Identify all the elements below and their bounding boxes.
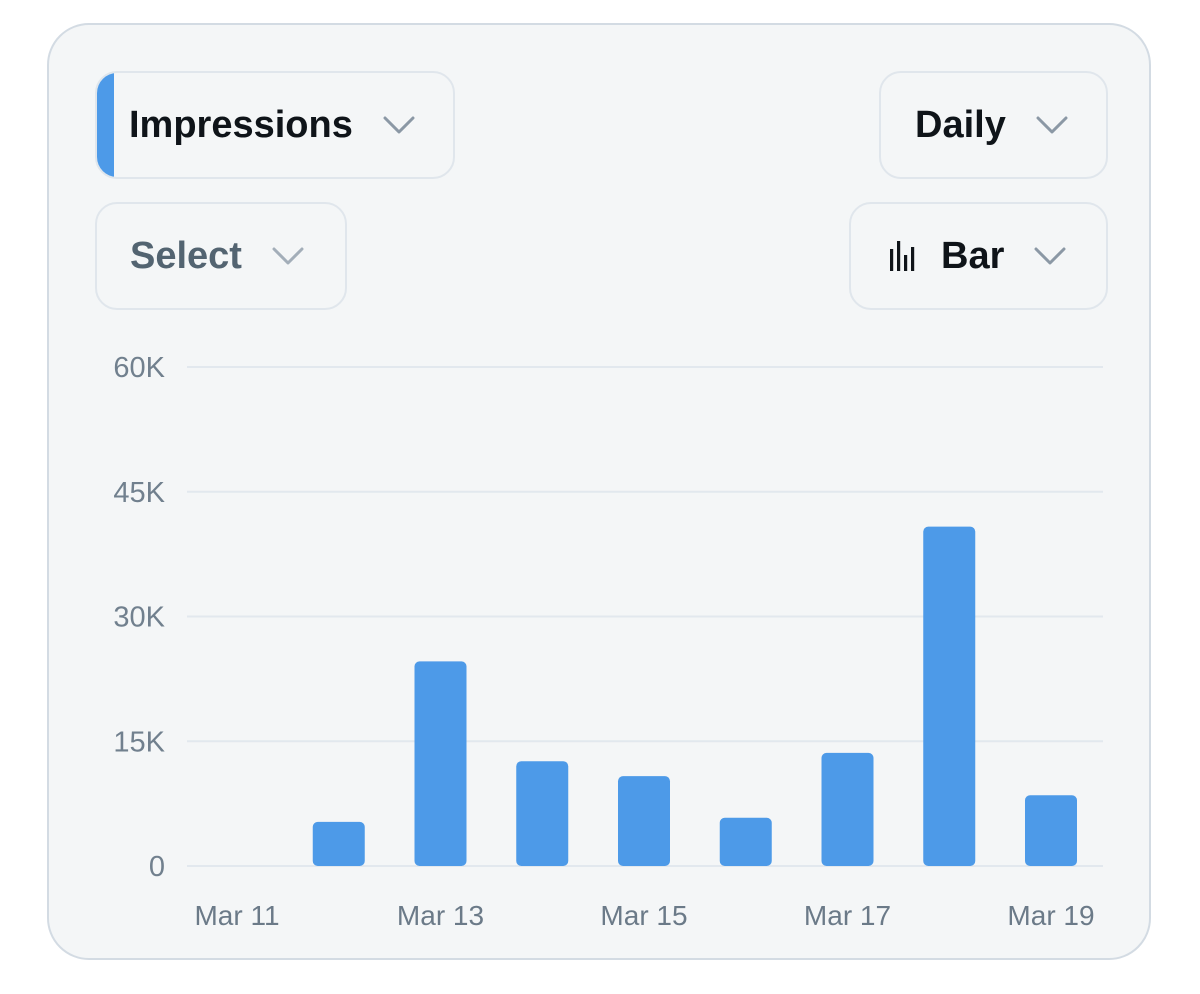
metric-dropdown[interactable]: Impressions: [95, 71, 455, 179]
bar-mar-19[interactable]: [1025, 795, 1077, 866]
x-tick-label: Mar 13: [397, 900, 484, 931]
bar-mar-18[interactable]: [923, 526, 976, 866]
bar-mar-16[interactable]: [719, 817, 772, 866]
period-dropdown-label: Daily: [915, 103, 1006, 146]
x-tick-label: Mar 19: [1007, 900, 1094, 931]
metric-color-indicator: [97, 73, 114, 177]
compare-select-dropdown[interactable]: Select: [95, 202, 347, 310]
period-dropdown[interactable]: Daily: [879, 71, 1108, 179]
chart-type-dropdown-label: Bar: [941, 234, 1005, 277]
bar-mar-15[interactable]: [618, 776, 670, 866]
bar-chart: 0 15K 30K 45K 60K Mar 11 Mar 13 Mar 15 Mar 17 Mar…: [113, 352, 1103, 931]
x-tick-label: Mar 11: [194, 900, 279, 931]
bar-mar-13[interactable]: [414, 661, 467, 866]
metric-dropdown-label: Impressions: [129, 103, 353, 146]
chevron-down-icon: [1036, 115, 1068, 135]
y-tick-label: 15K: [113, 726, 165, 758]
y-tick-label: 45K: [113, 477, 165, 509]
select-dropdown-label: Select: [130, 234, 242, 277]
bar-mar-14[interactable]: [516, 761, 569, 866]
chevron-down-icon: [1034, 246, 1066, 266]
y-tick-label: 30K: [113, 602, 165, 634]
chart-type-dropdown[interactable]: Bar: [849, 202, 1108, 310]
chevron-down-icon: [383, 115, 415, 135]
bar-mar-12[interactable]: [312, 821, 365, 866]
analytics-card: 0 15K 30K 45K 60K Mar 11 Mar 13 Mar 15 Mar 17 Mar…: [47, 23, 1151, 960]
y-tick-label: 0: [149, 851, 165, 883]
bar-chart-icon: [889, 241, 917, 271]
y-tick-label: 60K: [113, 352, 165, 384]
bar-mar-17[interactable]: [821, 752, 874, 866]
x-tick-label: Mar 17: [804, 900, 891, 931]
x-tick-label: Mar 15: [600, 900, 687, 931]
chevron-down-icon: [272, 246, 304, 266]
